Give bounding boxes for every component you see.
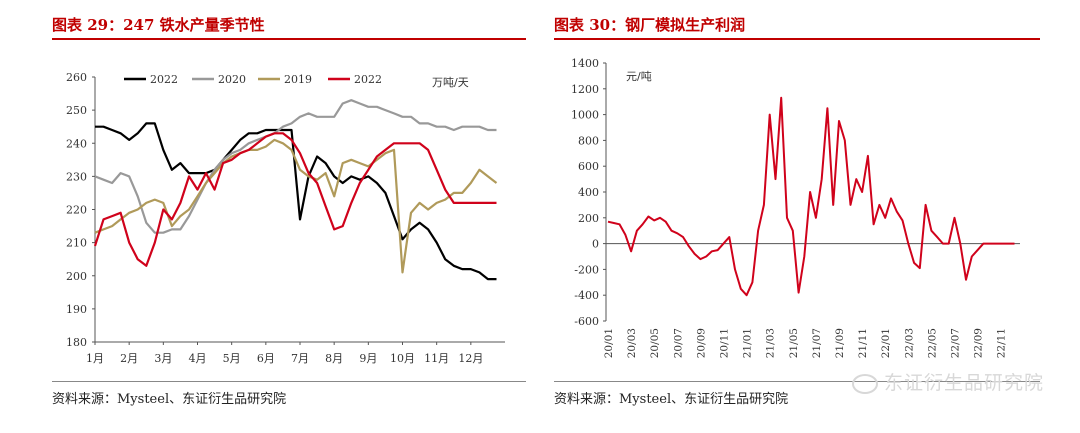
right-title-rule <box>554 38 1040 40</box>
x-tick-label: 22/01 <box>880 328 892 358</box>
left-chart-svg: 180 190 200 210 220 230 240 250 260 1月 2月 3月 4月 5月 6月 7… <box>66 71 505 365</box>
right-chart-svg: -600 -400 -200 0 200 400 600 800 1000 1200 1400 20/… <box>571 57 1020 358</box>
x-tick-label: 4月 <box>189 352 207 365</box>
y-tick-label: 1400 <box>571 57 599 70</box>
x-tick-label: 11月 <box>424 352 449 365</box>
x-tick-label: 21/01 <box>742 328 754 358</box>
y-tick-label: 230 <box>66 170 87 183</box>
x-tick-label: 21/11 <box>857 328 869 358</box>
x-tick-label: 9月 <box>359 352 377 365</box>
x-tick-label: 22/05 <box>926 328 938 358</box>
right-source: 资料来源：Mysteel、东证衍生品研究院 <box>554 392 789 407</box>
x-tick-label: 21/09 <box>834 328 846 358</box>
y-tick-label: -600 <box>574 315 599 328</box>
y-tick-label: 600 <box>578 160 599 173</box>
watermark-text: 东证衍生品研究院 <box>883 372 1044 394</box>
x-tick-label: 5月 <box>223 352 241 365</box>
x-tick-label: 21/03 <box>765 328 777 358</box>
x-tick-label: 20/09 <box>695 328 707 358</box>
x-tick-label: 22/07 <box>949 328 961 358</box>
x-tick-label: 20/07 <box>672 328 684 358</box>
x-tick-label: 20/05 <box>649 328 661 358</box>
y-tick-label: 0 <box>592 238 599 251</box>
x-tick-label: 7月 <box>291 352 309 365</box>
x-tick-label: 6月 <box>257 352 275 365</box>
series-line-1 <box>94 99 497 234</box>
x-tick-label: 22/03 <box>903 328 915 358</box>
y-tick-label: 200 <box>66 270 87 283</box>
series-line-2 <box>94 138 498 274</box>
right-source-rule <box>554 381 1040 382</box>
x-tick-label: 21/07 <box>811 328 823 358</box>
wechat-icon <box>851 373 878 394</box>
x-tick-label: 8月 <box>325 352 343 365</box>
watermark: 东证衍生品研究院 <box>851 368 1044 395</box>
y-tick-label: -400 <box>574 289 599 302</box>
unit-label: 元/吨 <box>626 70 652 83</box>
legend-label-0: 2022 <box>150 73 178 86</box>
x-tick-label: 21/05 <box>788 328 800 358</box>
legend-label-3: 2022 <box>354 73 382 86</box>
x-tick-label: 20/01 <box>603 328 615 358</box>
y-tick-label: 1200 <box>571 83 599 96</box>
x-tick-label: 20/11 <box>718 328 730 358</box>
y-tick-label: 180 <box>66 336 87 349</box>
x-tick-label: 22/11 <box>996 328 1008 358</box>
unit-label: 万吨/天 <box>432 76 469 89</box>
y-tick-label: 800 <box>578 134 599 147</box>
right-chart-title: 图表 30：钢厂模拟生产利润 <box>554 16 746 34</box>
x-tick-label: 1月 <box>86 352 104 365</box>
left-source: 资料来源：Mysteel、东证衍生品研究院 <box>52 392 287 407</box>
x-tick-label: 12月 <box>458 352 483 365</box>
left-title-rule <box>52 38 526 40</box>
left-source-rule <box>52 381 526 382</box>
y-tick-label: 190 <box>66 303 87 316</box>
x-tick-label: 20/03 <box>626 328 638 358</box>
y-tick-label: 1000 <box>571 109 599 122</box>
y-tick-label: 220 <box>66 204 87 217</box>
series-line-0 <box>95 122 497 281</box>
profit-line <box>607 96 1015 297</box>
y-tick-label: 400 <box>578 186 599 199</box>
x-tick-label: 22/09 <box>973 328 985 358</box>
x-tick-label: 3月 <box>154 352 172 365</box>
y-tick-label: -200 <box>574 263 599 276</box>
x-tick-label: 10月 <box>390 352 415 365</box>
series-line-3 <box>93 132 497 267</box>
left-chart-title: 图表 29：247 铁水产量季节性 <box>52 16 265 34</box>
y-tick-label: 240 <box>66 137 87 150</box>
y-tick-label: 210 <box>66 237 87 250</box>
y-tick-label: 250 <box>66 104 87 117</box>
x-tick-label: 2月 <box>120 352 138 365</box>
y-tick-label: 200 <box>578 212 599 225</box>
legend-label-2: 2019 <box>284 73 312 86</box>
y-tick-label: 260 <box>66 71 87 84</box>
legend-label-1: 2020 <box>218 73 246 86</box>
